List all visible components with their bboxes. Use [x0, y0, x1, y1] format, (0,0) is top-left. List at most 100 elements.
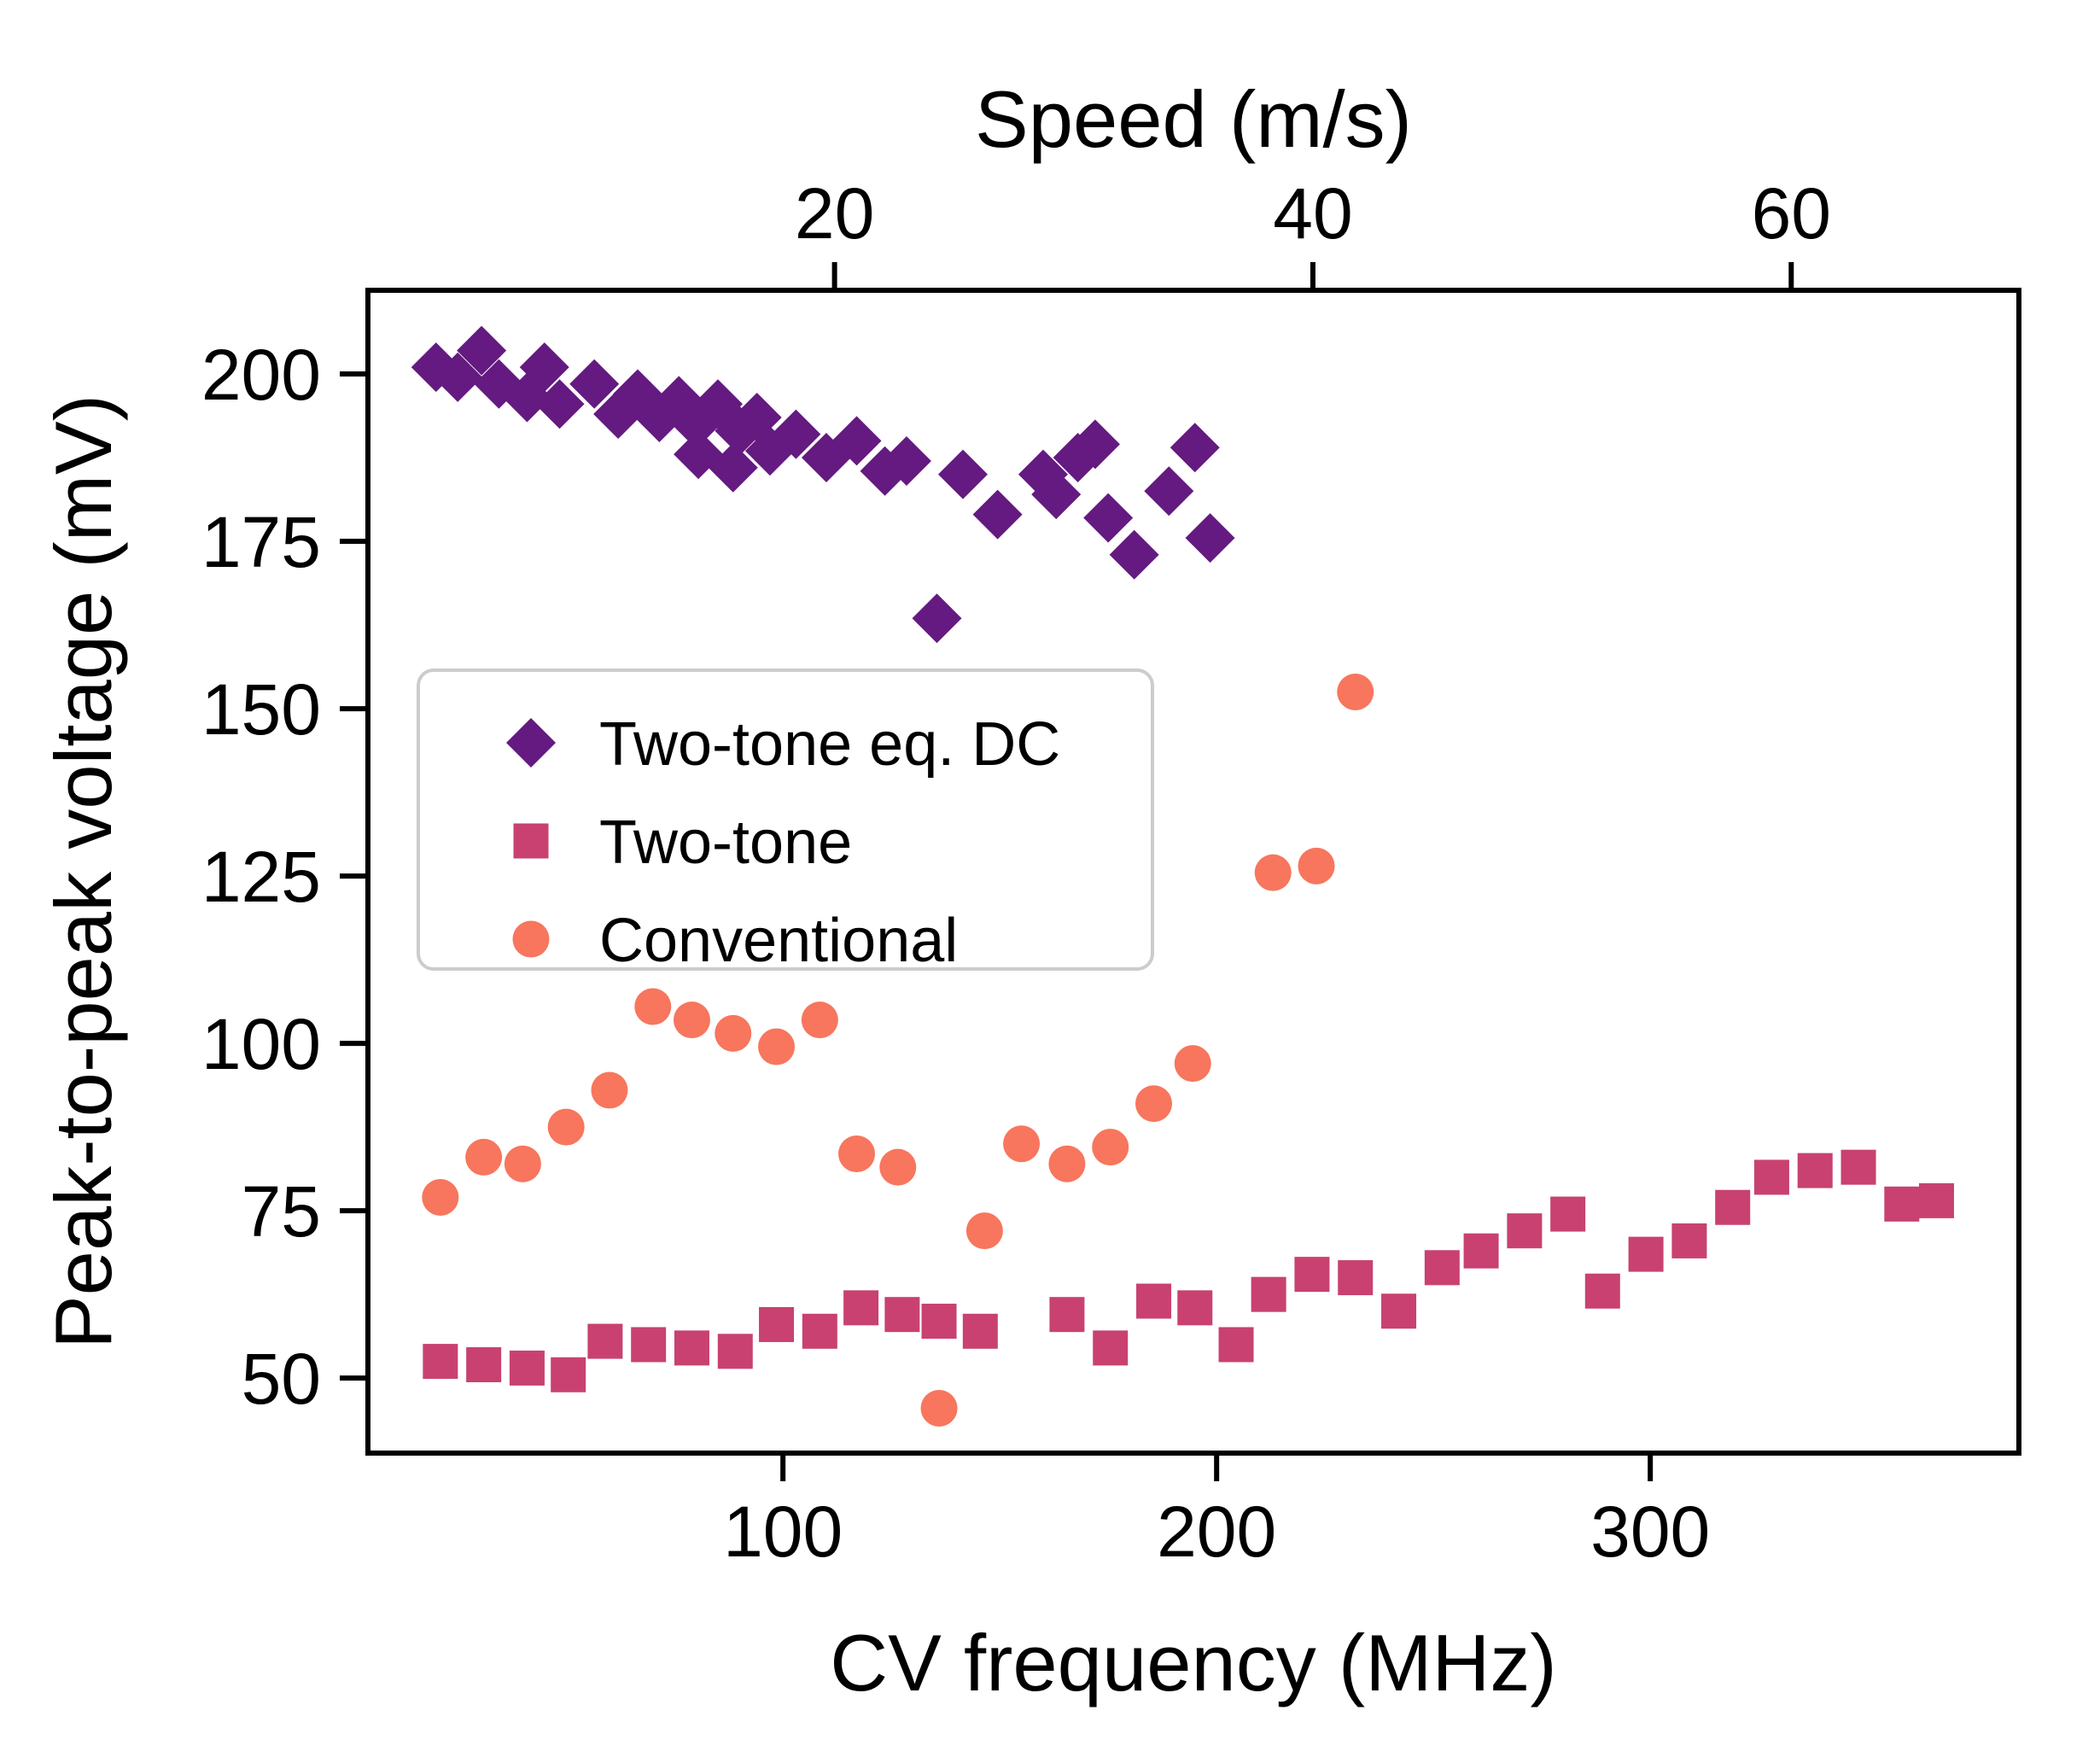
data-point-conventional: [465, 1138, 503, 1176]
data-point-conventional: [504, 1145, 541, 1182]
legend-marker-diamond-icon: [506, 718, 556, 768]
data-point-two-tone: [1715, 1189, 1751, 1225]
x-tick-label: 300: [1590, 1492, 1710, 1572]
x-axis-title: CV frequency (MHz): [830, 1618, 1556, 1708]
data-point-two-tone: [1797, 1153, 1833, 1188]
data-point-conventional: [1003, 1125, 1041, 1163]
data-point-conventional: [1135, 1085, 1173, 1123]
legend-label-two-tone: Two-tone: [599, 809, 852, 877]
y-tick-label: 125: [201, 837, 321, 917]
data-point-two-tone-eq-dc: [569, 359, 620, 409]
data-point-two-tone-eq-dc: [1031, 470, 1082, 520]
data-point-two-tone: [1381, 1293, 1417, 1329]
data-point-conventional: [634, 988, 672, 1025]
data-point-conventional: [920, 1389, 958, 1427]
data-point-two-tone: [1251, 1276, 1286, 1312]
x-tick-label: 200: [1157, 1492, 1276, 1572]
data-point-conventional: [673, 1001, 710, 1039]
data-point-two-tone: [802, 1313, 837, 1349]
data-point-two-tone: [1338, 1260, 1374, 1296]
data-point-two-tone: [1550, 1196, 1586, 1232]
data-point-two-tone: [1753, 1159, 1789, 1195]
data-point-two-tone-eq-dc: [534, 379, 585, 429]
top-tick-label: 20: [795, 173, 874, 254]
data-point-two-tone-eq-dc: [1070, 419, 1120, 470]
data-point-two-tone-eq-dc: [881, 435, 931, 486]
data-point-conventional: [547, 1108, 585, 1146]
y-axis-title: Peak-to-peak voltage (mV): [38, 394, 128, 1349]
data-point-two-tone-eq-dc: [1109, 529, 1159, 580]
data-point-two-tone: [1463, 1233, 1499, 1269]
data-point-conventional: [1048, 1145, 1086, 1182]
y-tick-label: 175: [201, 502, 321, 582]
top-tick-label: 60: [1752, 173, 1831, 254]
y-tick-label: 150: [201, 669, 321, 750]
legend-marker-square-icon: [513, 823, 549, 859]
data-point-conventional: [801, 1001, 838, 1039]
data-point-two-tone: [631, 1327, 667, 1363]
x-tick-label: 100: [723, 1492, 843, 1572]
data-point-two-tone-eq-dc: [1170, 423, 1220, 473]
data-point-conventional: [1092, 1129, 1129, 1166]
plot-border: [365, 288, 2021, 1456]
data-point-conventional: [1298, 847, 1335, 884]
data-point-two-tone: [1049, 1297, 1085, 1333]
data-point-two-tone: [717, 1334, 753, 1369]
data-point-two-tone: [759, 1306, 795, 1342]
data-point-two-tone-eq-dc: [912, 593, 962, 644]
top-tick-label: 40: [1273, 173, 1352, 254]
data-point-two-tone-eq-dc: [519, 342, 569, 393]
data-point-two-tone-eq-dc: [457, 325, 507, 376]
data-point-two-tone-eq-dc: [831, 416, 882, 466]
legend-marker-circle-icon: [512, 920, 550, 958]
data-point-two-tone: [674, 1330, 709, 1366]
data-point-conventional: [591, 1071, 628, 1109]
data-point-conventional: [1337, 673, 1374, 710]
data-point-conventional: [758, 1028, 796, 1065]
data-point-two-tone: [843, 1290, 879, 1326]
data-point-two-tone-eq-dc: [732, 392, 782, 442]
data-point-two-tone: [1507, 1213, 1543, 1249]
legend-label-conventional: Conventional: [599, 907, 958, 975]
data-point-two-tone: [423, 1344, 458, 1380]
data-point-two-tone: [1584, 1273, 1620, 1309]
data-point-two-tone: [921, 1304, 957, 1340]
data-point-conventional: [422, 1178, 459, 1216]
data-point-two-tone: [1093, 1330, 1129, 1366]
data-point-two-tone-eq-dc: [972, 489, 1023, 540]
data-point-two-tone-eq-dc: [1185, 513, 1235, 563]
y-tick-label: 100: [201, 1004, 321, 1084]
data-point-two-tone: [1840, 1149, 1876, 1185]
data-point-two-tone: [884, 1297, 920, 1333]
data-point-conventional: [965, 1212, 1003, 1250]
data-point-two-tone: [509, 1350, 545, 1386]
y-tick-label: 200: [201, 335, 321, 415]
y-tick-label: 50: [242, 1339, 321, 1419]
data-point-two-tone: [1424, 1250, 1460, 1286]
legend-box: [417, 668, 1154, 971]
legend-label-two-tone-eq-dc: Two-tone eq. DC: [599, 710, 1060, 779]
data-point-two-tone: [1136, 1283, 1172, 1319]
data-point-conventional: [879, 1148, 917, 1186]
data-point-two-tone: [1671, 1223, 1707, 1258]
data-point-two-tone: [551, 1357, 586, 1392]
data-point-two-tone-eq-dc: [771, 409, 821, 459]
data-point-two-tone-eq-dc: [433, 352, 483, 402]
data-point-two-tone: [1294, 1257, 1330, 1293]
data-point-conventional: [838, 1135, 876, 1173]
top-axis-title: Speed (m/s): [975, 74, 1412, 164]
data-point-two-tone: [1628, 1236, 1664, 1272]
data-point-two-tone: [1218, 1327, 1254, 1363]
data-point-conventional: [1254, 854, 1292, 891]
data-point-two-tone-eq-dc: [1144, 466, 1194, 517]
data-point-two-tone-eq-dc: [1083, 493, 1134, 543]
data-point-two-tone: [1884, 1186, 1920, 1222]
data-point-conventional: [1174, 1045, 1211, 1083]
data-point-two-tone: [1177, 1290, 1213, 1326]
y-tick-label: 75: [242, 1171, 321, 1252]
data-point-two-tone-eq-dc: [937, 449, 988, 499]
data-point-two-tone: [962, 1313, 998, 1349]
data-point-two-tone: [587, 1323, 623, 1359]
